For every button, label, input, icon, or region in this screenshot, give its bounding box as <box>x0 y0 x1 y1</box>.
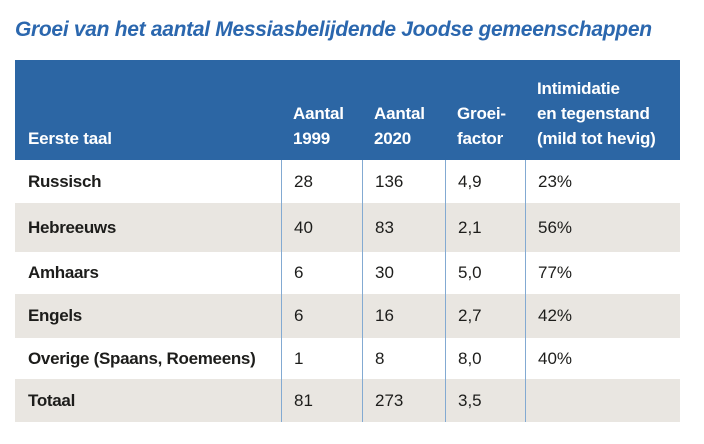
header-line: Aantal <box>293 104 344 123</box>
cell-intimidatie: 23% <box>525 160 680 203</box>
cell-aantal-2020: 83 <box>362 203 445 252</box>
column-header-groeifactor: Groei- factor <box>445 60 525 160</box>
cell-groeifactor: 2,1 <box>445 203 525 252</box>
table-row: Amhaars 6 30 5,0 77% <box>15 252 680 294</box>
header-line: en tegenstand <box>537 104 650 123</box>
cell-intimidatie <box>525 379 680 422</box>
cell-aantal-1999: 28 <box>281 160 362 203</box>
cell-aantal-2020: 136 <box>362 160 445 203</box>
cell-eerste-taal: Russisch <box>28 171 102 191</box>
cell-aantal-2020: 8 <box>362 338 445 379</box>
cell-aantal-1999: 81 <box>281 379 362 422</box>
cell-intimidatie: 56% <box>525 203 680 252</box>
cell-groeifactor: 8,0 <box>445 338 525 379</box>
header-line: Eerste taal <box>28 129 112 148</box>
cell-groeifactor: 4,9 <box>445 160 525 203</box>
cell-eerste-taal: Amhaars <box>28 263 99 282</box>
column-header-aantal-1999: Aantal 1999 <box>281 60 362 160</box>
header-line: 1999 <box>293 129 331 148</box>
table-row: Totaal 81 273 3,5 <box>15 379 680 422</box>
column-header-eerste-taal: Eerste taal <box>15 60 281 160</box>
cell-aantal-1999: 6 <box>281 294 362 338</box>
cell-aantal-1999: 1 <box>281 338 362 379</box>
header-line: Groei- <box>457 104 506 123</box>
cell-aantal-1999: 40 <box>281 203 362 252</box>
cell-eerste-taal: Totaal <box>28 390 76 410</box>
cell-intimidatie: 40% <box>525 338 680 379</box>
header-line: 2020 <box>374 129 412 148</box>
cell-aantal-1999: 6 <box>281 252 362 294</box>
table-header-row: Eerste taal Aantal 1999 Aantal 2020 Groe… <box>15 60 680 160</box>
table-row: Hebreeuws 40 83 2,1 56% <box>15 203 680 252</box>
cell-groeifactor: 2,7 <box>445 294 525 338</box>
page-title: Groei van het aantal Messiasbelijdende J… <box>15 18 652 41</box>
cell-eerste-taal: Hebreeuws <box>28 217 117 237</box>
cell-groeifactor: 3,5 <box>445 379 525 422</box>
cell-aantal-2020: 16 <box>362 294 445 338</box>
header-line: Intimidatie <box>537 79 620 98</box>
header-line: (mild tot hevig) <box>537 129 656 148</box>
column-header-aantal-2020: Aantal 2020 <box>362 60 445 160</box>
column-header-intimidatie: Intimidatie en tegenstand (mild tot hevi… <box>525 60 680 160</box>
header-line: Aantal <box>374 104 425 123</box>
communities-table: Eerste taal Aantal 1999 Aantal 2020 Groe… <box>15 60 680 422</box>
table-row: Overige (Spaans, Roemeens) 1 8 8,0 40% <box>15 338 680 379</box>
cell-groeifactor: 5,0 <box>445 252 525 294</box>
cell-aantal-2020: 273 <box>362 379 445 422</box>
cell-intimidatie: 42% <box>525 294 680 338</box>
header-line: factor <box>457 129 504 148</box>
table-row: Russisch 28 136 4,9 23% <box>15 160 680 203</box>
cell-eerste-taal: Engels <box>28 306 82 325</box>
cell-aantal-2020: 30 <box>362 252 445 294</box>
cell-intimidatie: 77% <box>525 252 680 294</box>
table-row: Engels 6 16 2,7 42% <box>15 294 680 338</box>
cell-eerste-taal: Overige (Spaans, Roemeens) <box>28 348 256 368</box>
